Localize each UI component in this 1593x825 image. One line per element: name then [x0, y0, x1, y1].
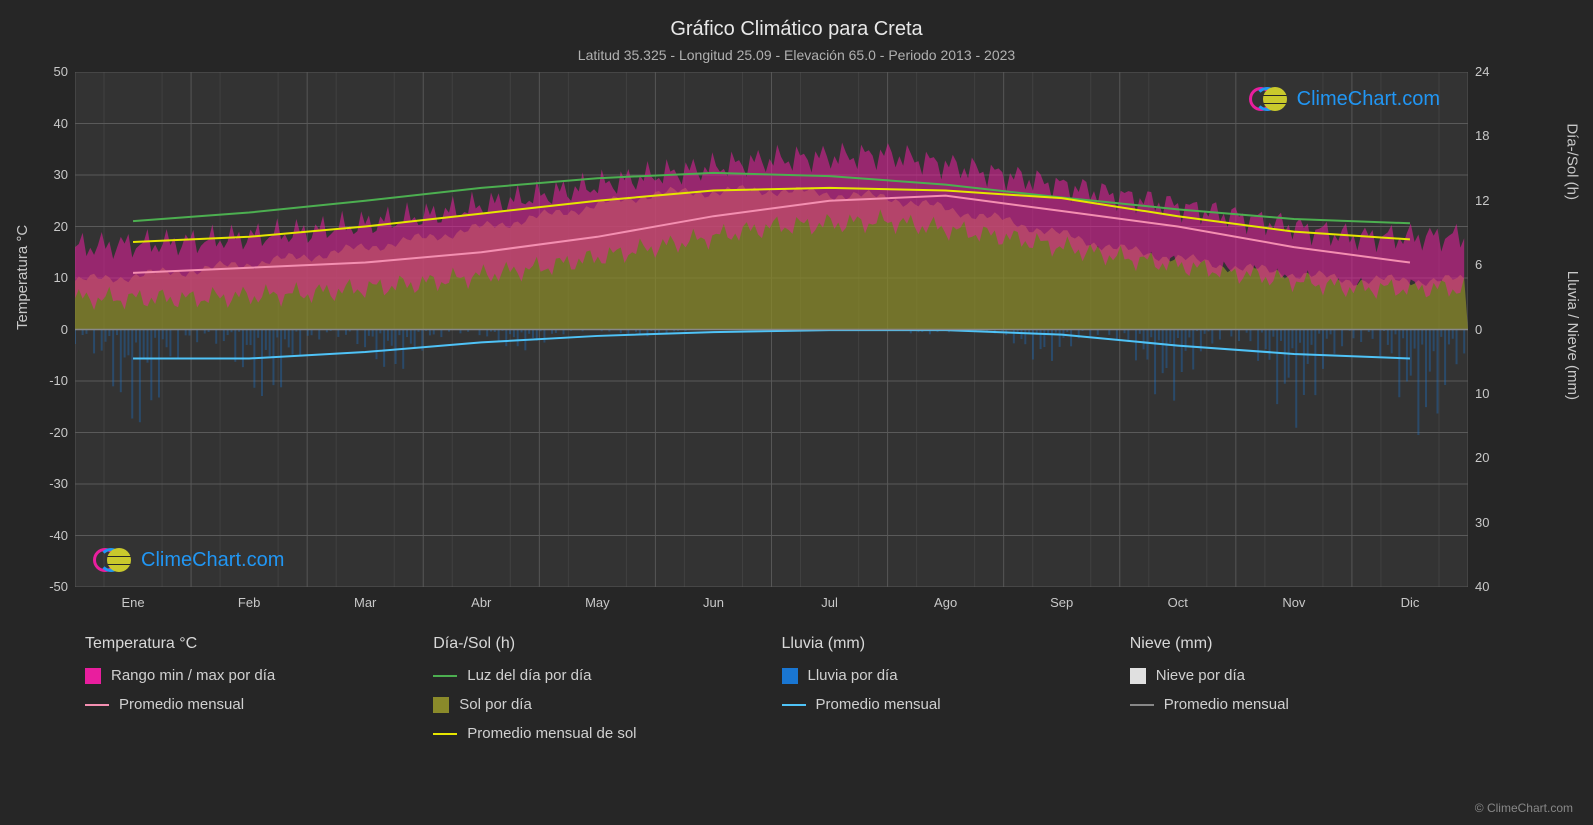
- watermark-bottom: ClimeChart.com: [93, 546, 284, 574]
- legend-item: Sol por día: [433, 696, 761, 713]
- chart-svg: [75, 72, 1468, 587]
- watermark-text: ClimeChart.com: [1297, 88, 1440, 111]
- legend-swatch-day-line: [433, 675, 457, 677]
- legend-item: Luz del día por día: [433, 667, 761, 684]
- legend-heading: Lluvia (mm): [782, 635, 1110, 653]
- legend-heading: Nieve (mm): [1130, 635, 1458, 653]
- legend-swatch-sun-box: [433, 697, 449, 713]
- legend-label: Nieve por día: [1156, 667, 1245, 684]
- legend-swatch-temp-box: [85, 668, 101, 684]
- legend-swatch-sun-line: [433, 733, 457, 735]
- y-tick-left: -30: [33, 476, 68, 491]
- y-tick-right-hours: 6: [1475, 257, 1510, 272]
- legend-label: Promedio mensual: [119, 696, 244, 713]
- legend-swatch-temp-line: [85, 704, 109, 706]
- y-tick-right-mm: 30: [1475, 515, 1510, 530]
- axis-label-rain-snow: Lluvia / Nieve (mm): [1564, 271, 1581, 400]
- legend-swatch-rain-line: [782, 704, 806, 706]
- legend-column: Día-/Sol (h) Luz del día por día Sol por d…: [423, 635, 771, 754]
- legend-item: Nieve por día: [1130, 667, 1458, 684]
- x-tick-month: Jun: [683, 595, 743, 610]
- legend-label: Promedio mensual: [1164, 696, 1289, 713]
- y-tick-left: 0: [33, 322, 68, 337]
- legend-label: Promedio mensual de sol: [467, 725, 636, 742]
- legend-swatch-snow-line: [1130, 704, 1154, 706]
- axis-label-day-sun: Día-/Sol (h): [1564, 123, 1581, 200]
- legend: Temperatura °C Rango min / max por día Pro…: [75, 635, 1468, 754]
- x-tick-month: Ago: [916, 595, 976, 610]
- axis-label-temperature: Temperatura °C: [14, 225, 31, 330]
- y-tick-right-mm: 10: [1475, 386, 1510, 401]
- copyright-label: © ClimeChart.com: [1475, 801, 1573, 815]
- chart-title: Gráfico Climático para Creta: [0, 0, 1593, 41]
- legend-item: Promedio mensual: [1130, 696, 1458, 713]
- legend-heading: Temperatura °C: [85, 635, 413, 653]
- y-tick-right-hours: 18: [1475, 128, 1510, 143]
- x-tick-month: Jul: [800, 595, 860, 610]
- legend-item: Promedio mensual: [85, 696, 413, 713]
- x-tick-month: Ene: [103, 595, 163, 610]
- legend-label: Promedio mensual: [816, 696, 941, 713]
- x-tick-month: Nov: [1264, 595, 1324, 610]
- legend-column: Temperatura °C Rango min / max por día Pro…: [75, 635, 423, 754]
- climechart-logo-icon: [93, 546, 133, 574]
- x-tick-month: Feb: [219, 595, 279, 610]
- y-tick-left: 50: [33, 64, 68, 79]
- legend-item: Promedio mensual de sol: [433, 725, 761, 742]
- y-tick-left: -40: [33, 528, 68, 543]
- legend-swatch-snow-box: [1130, 668, 1146, 684]
- y-tick-left: 30: [33, 167, 68, 182]
- y-tick-left: 20: [33, 219, 68, 234]
- legend-swatch-rain-box: [782, 668, 798, 684]
- y-tick-right-mm: 20: [1475, 450, 1510, 465]
- legend-column: Lluvia (mm) Lluvia por día Promedio mensua…: [772, 635, 1120, 754]
- y-tick-left: -10: [33, 373, 68, 388]
- x-tick-month: Dic: [1380, 595, 1440, 610]
- chart-subtitle: Latitud 35.325 - Longitud 25.09 - Elevac…: [0, 41, 1593, 63]
- legend-label: Rango min / max por día: [111, 667, 275, 684]
- chart-plot-area: ClimeChart.com ClimeChart.com: [75, 72, 1468, 587]
- x-tick-month: Sep: [1032, 595, 1092, 610]
- legend-column: Nieve (mm) Nieve por día Promedio mensual: [1120, 635, 1468, 754]
- legend-label: Sol por día: [459, 696, 532, 713]
- legend-item: Lluvia por día: [782, 667, 1110, 684]
- y-tick-left: 40: [33, 116, 68, 131]
- y-tick-right-mm: 40: [1475, 579, 1510, 594]
- climechart-logo-icon: [1249, 85, 1289, 113]
- x-tick-month: Oct: [1148, 595, 1208, 610]
- y-tick-right-hours: 0: [1475, 322, 1510, 337]
- legend-heading: Día-/Sol (h): [433, 635, 761, 653]
- legend-item: Promedio mensual: [782, 696, 1110, 713]
- watermark-top: ClimeChart.com: [1249, 85, 1440, 113]
- y-tick-right-hours: 24: [1475, 64, 1510, 79]
- legend-label: Luz del día por día: [467, 667, 591, 684]
- legend-item: Rango min / max por día: [85, 667, 413, 684]
- y-tick-right-hours: 12: [1475, 193, 1510, 208]
- x-tick-month: May: [567, 595, 627, 610]
- y-tick-left: -20: [33, 425, 68, 440]
- legend-label: Lluvia por día: [808, 667, 898, 684]
- x-tick-month: Mar: [335, 595, 395, 610]
- x-tick-month: Abr: [451, 595, 511, 610]
- watermark-text: ClimeChart.com: [141, 549, 284, 572]
- y-tick-left: -50: [33, 579, 68, 594]
- y-tick-left: 10: [33, 270, 68, 285]
